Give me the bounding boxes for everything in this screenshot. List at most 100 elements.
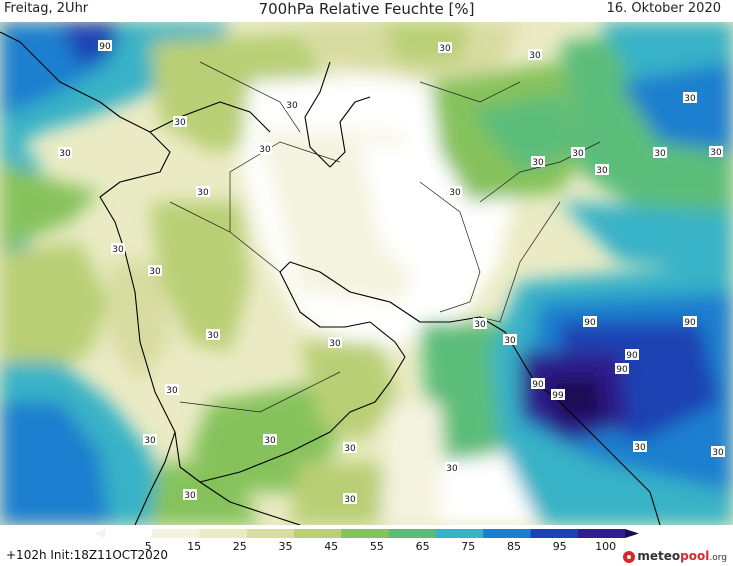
colorbar-segment (341, 529, 390, 538)
contour-label-bg (633, 441, 647, 452)
contour-label-bg (709, 146, 723, 157)
contour-label: 30 (112, 245, 124, 255)
contour-label: 90 (532, 380, 544, 390)
colorbar-segment (435, 529, 484, 538)
humidity-map: 90 30 30 30 30 30 30 30 30 30 30 30 30 30 30 30 30 30 30 30… (0, 22, 733, 525)
contour-label: 30 (259, 145, 271, 155)
colorbar-tick-label: 45 (324, 540, 339, 553)
contour-label-bg (343, 442, 357, 453)
contour-label-bg (503, 334, 517, 345)
contour-label-bg (148, 265, 162, 276)
contour-label: 30 (504, 336, 516, 346)
forecast-day-label: Freitag, 2Uhr (4, 1, 89, 16)
contour-label-bg (196, 186, 210, 197)
contour-label: 30 (207, 331, 219, 341)
contour-label: 30 (654, 149, 666, 159)
contour-label: 30 (286, 101, 298, 111)
colorbar-segment (294, 529, 342, 538)
colorbar-segment (246, 529, 295, 538)
contour-label-bg (445, 462, 459, 473)
contour-label: 90 (99, 42, 111, 52)
contour-label: 30 (174, 118, 186, 128)
contour-label: 30 (166, 386, 178, 396)
contour-label: 99 (552, 391, 564, 401)
contour-label-bg (473, 318, 487, 329)
contour-label: 30 (439, 44, 451, 54)
contour-label-bg (98, 40, 112, 51)
contour-label: 30 (710, 148, 722, 158)
colorbar-segment (483, 529, 531, 538)
contour-label-bg (711, 446, 725, 457)
contour-label: 30 (59, 149, 71, 159)
contour-label: 30 (184, 491, 196, 501)
contour-label: 30 (344, 444, 356, 454)
contour-label: 90 (626, 351, 638, 361)
contour-label: 30 (634, 443, 646, 453)
colorbar-segment (577, 529, 626, 538)
contour-label-bg (58, 147, 72, 158)
contour-label-bg (595, 164, 609, 175)
contour-label-bg (531, 378, 545, 389)
contour-label: 30 (532, 158, 544, 168)
brand-highlight: pool (680, 549, 710, 563)
colorbar-tick-label: 55 (369, 540, 384, 553)
colorbar-tick-label: 65 (415, 540, 430, 553)
colorbar-tick-label: 85 (507, 540, 521, 553)
colorbar-segment (388, 529, 437, 538)
colorbar-segment (152, 529, 201, 538)
colorbar-tick-label: 15 (187, 540, 202, 553)
contour-label: 30 (264, 436, 276, 446)
colorbar-segment (105, 529, 153, 538)
contour-label-bg (683, 92, 697, 103)
map-header: Freitag, 2Uhr 700hPa Relative Feuchte [%… (0, 0, 733, 22)
contour-label-bg (258, 143, 272, 154)
contour-label-bg (615, 363, 629, 374)
colorbar (95, 529, 639, 538)
contour-label: 30 (329, 339, 341, 349)
contour-label: 30 (449, 188, 461, 198)
colorbar-segment (199, 529, 248, 538)
contour-label: 30 (529, 51, 541, 61)
contour-label: 30 (149, 267, 161, 277)
contour-label-bg (448, 186, 462, 197)
contour-label-bg (583, 316, 597, 327)
contour-label-group: 90 30 30 30 30 30 30 30 30 30 30 30 30 30 30 30 30 30 30 30… (58, 40, 725, 505)
contour-label: 30 (446, 464, 458, 474)
contour-label-bg (551, 389, 565, 400)
contour-label-bg (206, 329, 220, 340)
contour-label-bg (183, 489, 197, 500)
contour-label-bg (531, 156, 545, 167)
colorbar-legend: +102h Init:18Z11OCT2020 meteopool.org 5 1… (0, 525, 733, 566)
contour-label-bg (173, 116, 187, 127)
meteopool-logo[interactable]: meteopool.org (623, 549, 727, 563)
colorbar-tick-label: 5 (144, 540, 152, 553)
contour-label-bg (165, 384, 179, 395)
contour-label: 30 (344, 495, 356, 505)
colorbar-arrow (625, 529, 639, 538)
colorbar-tick-label: 95 (552, 540, 567, 553)
contour-label-bg (683, 316, 697, 327)
contour-label-bg (285, 99, 299, 110)
contour-label-bg (571, 147, 585, 158)
colorbar-tick-label: 75 (461, 540, 476, 553)
contour-label-bg (111, 243, 125, 254)
humidity-shading (0, 22, 733, 525)
contour-label: 30 (712, 448, 724, 458)
colorbar-arrow-left (95, 529, 105, 538)
contour-label-bg (653, 147, 667, 158)
contour-label: 30 (596, 166, 608, 176)
contour-label-bg (438, 42, 452, 53)
contour-label: 30 (197, 188, 209, 198)
contour-label-bg (263, 434, 277, 445)
colorbar-segment (530, 529, 579, 538)
contour-label: 30 (144, 436, 156, 446)
contour-label-bg (528, 49, 542, 60)
brand-suffix: .org (709, 553, 727, 563)
contour-label-bg (328, 337, 342, 348)
contour-label: 90 (584, 318, 596, 328)
model-run-info: +102h Init:18Z11OCT2020 (6, 548, 169, 562)
brand-prefix: meteo (637, 549, 681, 563)
colorbar-tick-label: 35 (278, 540, 293, 553)
colorbar-tick-label: 25 (232, 540, 247, 553)
contour-label: 30 (572, 149, 584, 159)
